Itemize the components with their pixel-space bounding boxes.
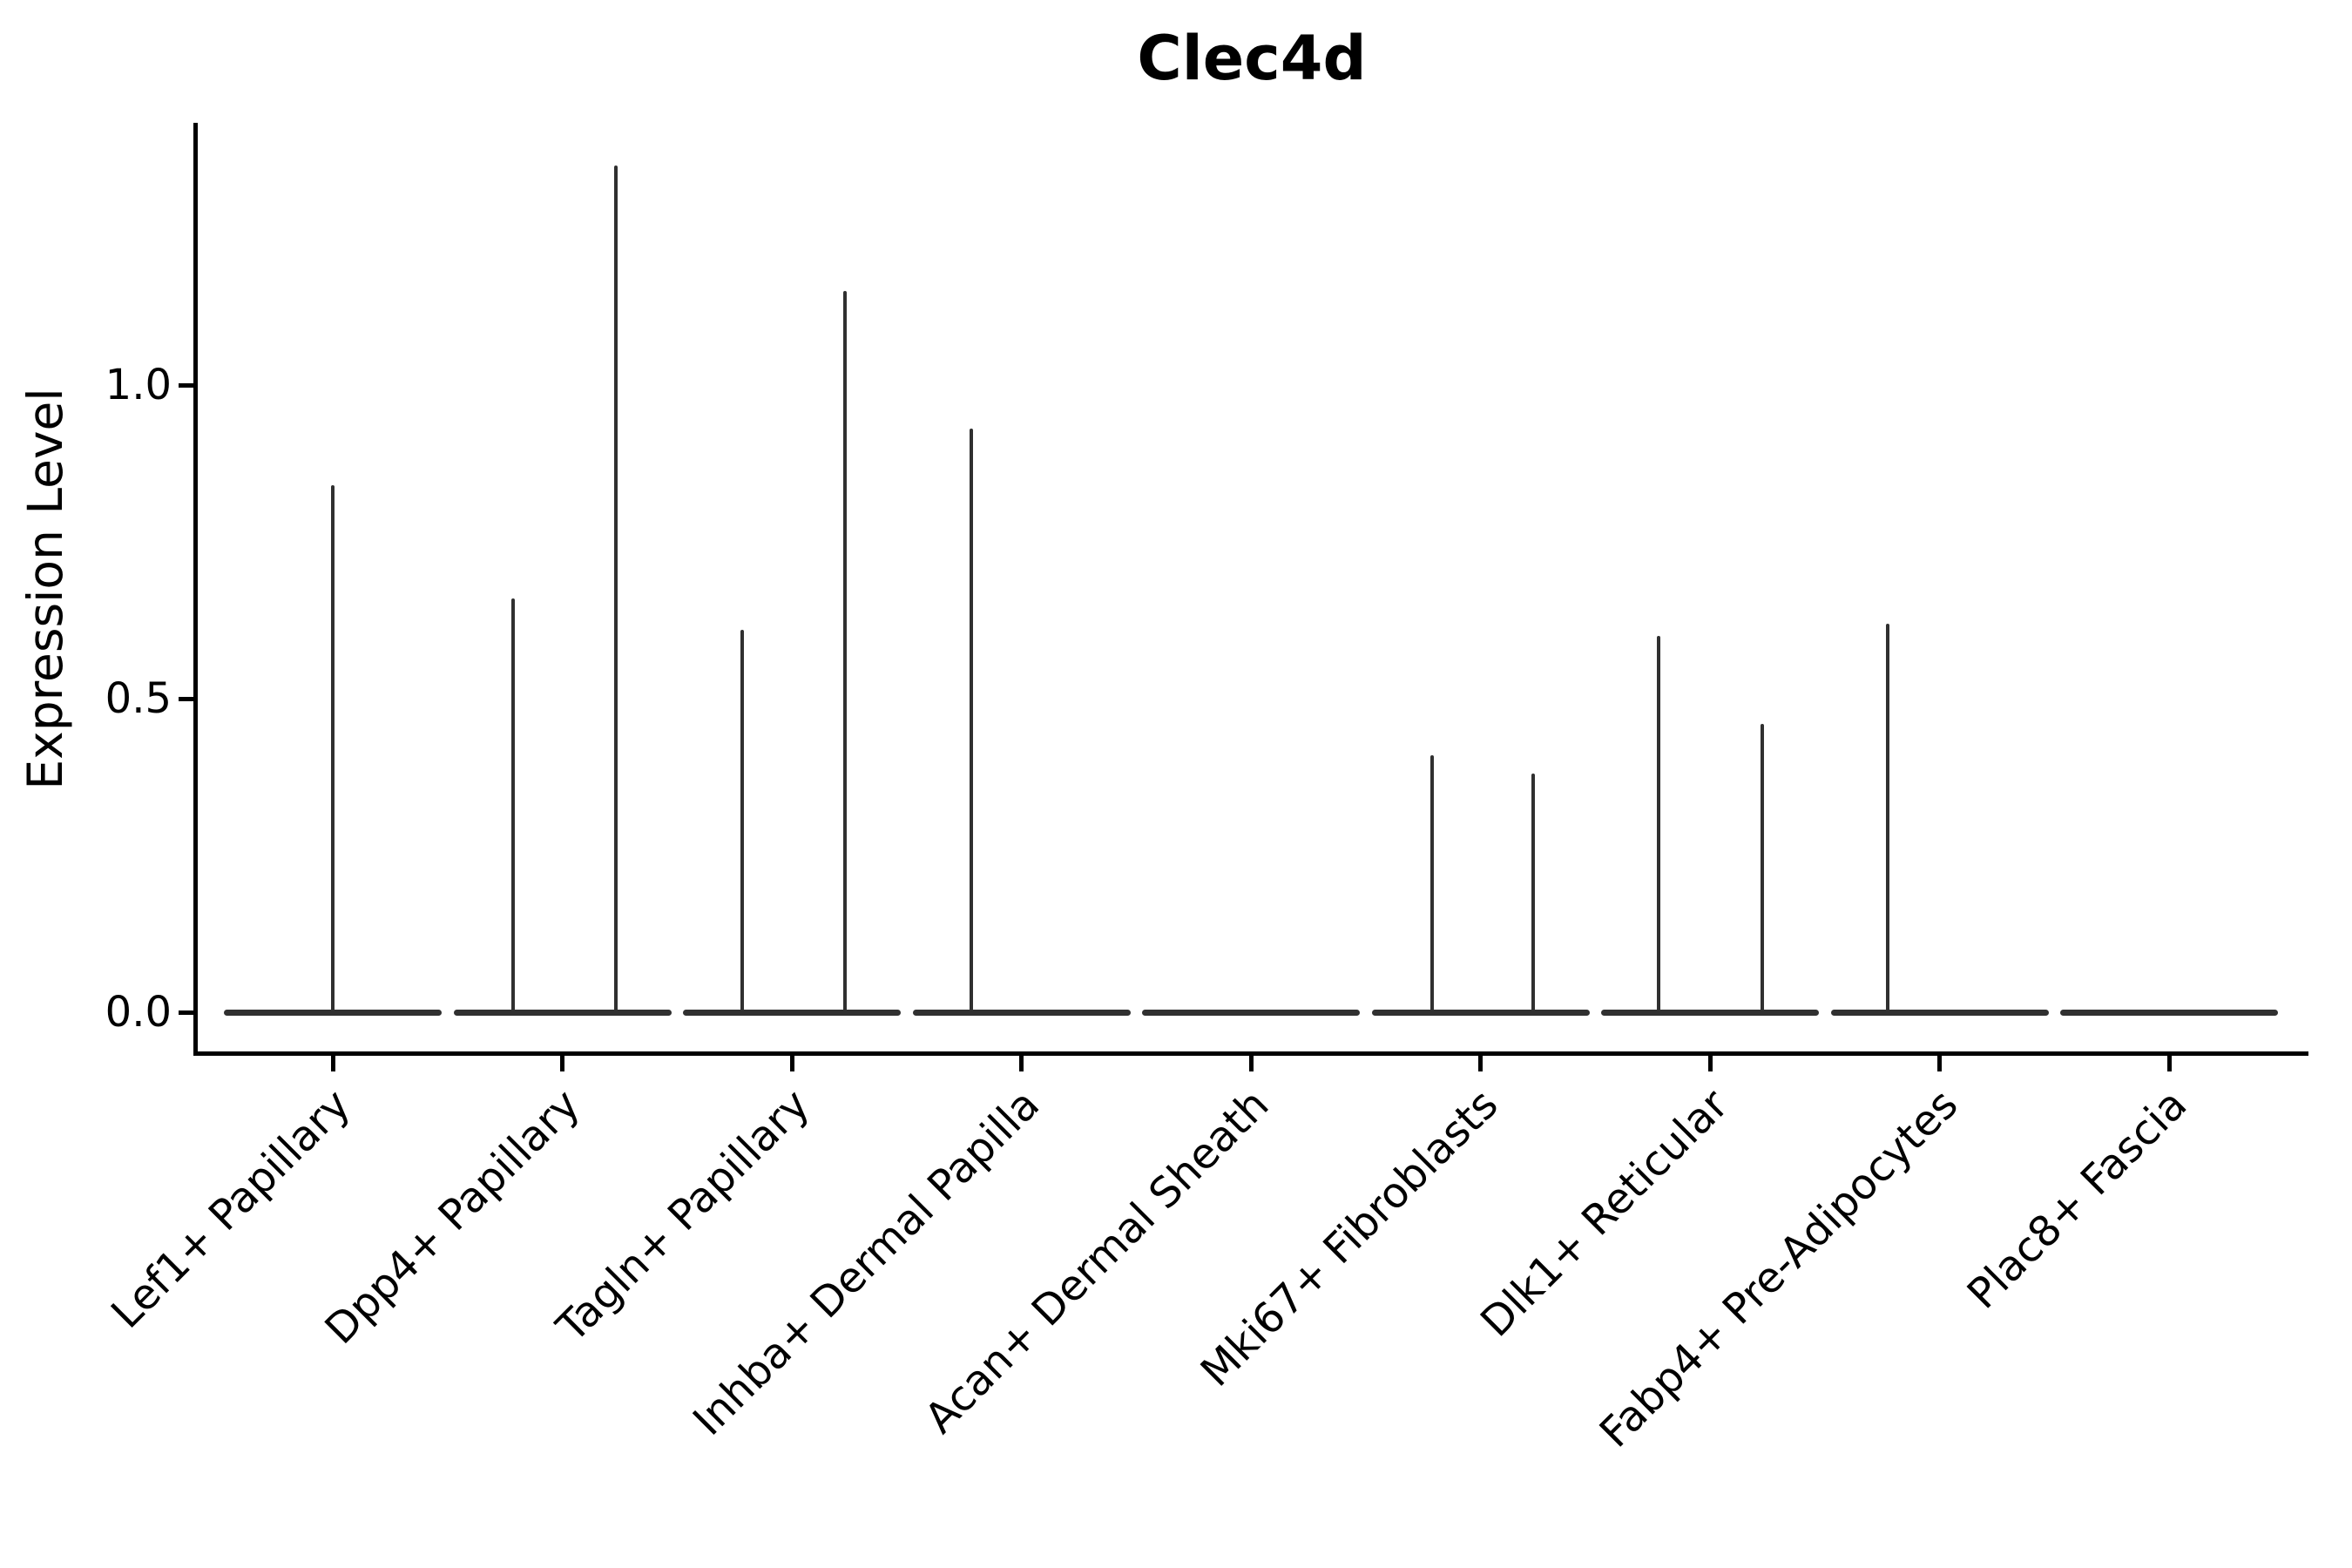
x-tick: [1937, 1056, 1942, 1071]
y-tick-label: 0.0: [105, 988, 172, 1037]
y-tick: [179, 1010, 193, 1015]
y-axis-spine: [193, 123, 198, 1056]
violin-base: [453, 1009, 672, 1016]
violin-spike: [510, 598, 515, 1015]
violin-base: [683, 1009, 901, 1016]
x-axis-spine: [193, 1051, 2308, 1056]
y-tick-label: 0.5: [105, 674, 172, 723]
violin-spike: [1429, 754, 1434, 1015]
chart-title: Clec4d: [1137, 23, 1367, 94]
x-tick-label: Lef1+ Papillary: [102, 1079, 361, 1338]
x-tick: [1248, 1056, 1254, 1071]
violin-base: [2060, 1009, 2278, 1016]
violin-base: [1142, 1009, 1360, 1016]
violin-base: [1830, 1009, 2049, 1016]
x-tick: [2166, 1056, 2172, 1071]
x-tick: [330, 1056, 335, 1071]
violin-spike: [1531, 774, 1535, 1015]
violin-base: [1601, 1009, 1819, 1016]
violin-spike: [1657, 636, 1660, 1015]
violin-base: [912, 1009, 1131, 1016]
violin-spike: [1885, 623, 1889, 1015]
x-tick-label: Plac8+ Fascia: [1957, 1079, 2197, 1319]
y-tick: [179, 382, 193, 388]
x-tick-label: Dlk1+ Reticular: [1470, 1079, 1738, 1347]
y-tick-label: 1.0: [105, 361, 172, 409]
x-tick-label: Dpp4+ Papillary: [315, 1079, 590, 1354]
x-tick: [1478, 1056, 1483, 1071]
violin-spike: [1761, 723, 1764, 1015]
y-tick: [179, 696, 193, 701]
violin-base: [1371, 1009, 1590, 1016]
violin-spike: [331, 485, 335, 1015]
x-tick: [1019, 1056, 1024, 1071]
violin-spike: [843, 291, 847, 1015]
violin-spike: [740, 629, 744, 1015]
x-tick: [560, 1056, 564, 1071]
violin-spike: [969, 429, 973, 1015]
x-tick: [1707, 1056, 1713, 1071]
x-tick-label: Tagln+ Papillary: [547, 1079, 820, 1352]
violin-spike: [613, 166, 618, 1015]
x-tick: [789, 1056, 794, 1071]
